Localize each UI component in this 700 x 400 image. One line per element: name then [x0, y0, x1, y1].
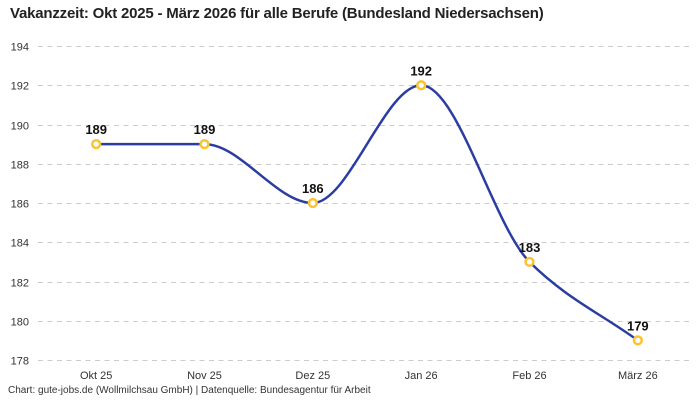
data-point-marker	[416, 80, 427, 91]
x-tick-label: Jan 26	[405, 370, 438, 382]
y-tick-label: 180	[11, 317, 29, 329]
data-point-marker	[307, 197, 318, 209]
data-point-marker	[91, 138, 102, 150]
y-tick-label: 178	[11, 356, 29, 368]
x-tick-label: Feb 26	[512, 370, 546, 382]
x-tick-label: März 26	[618, 370, 658, 382]
y-tick-label: 186	[11, 199, 29, 211]
x-tick-label: Dez 25	[295, 370, 330, 382]
y-tick-label: 190	[11, 121, 29, 133]
x-tick-label: Nov 25	[187, 370, 222, 382]
y-tick-label: 188	[11, 160, 29, 172]
x-tick-label: Okt 25	[80, 370, 112, 382]
trend-line	[94, 84, 640, 342]
data-point-label: 186	[302, 181, 324, 196]
source-attribution: Chart: gute-jobs.de (Wollmilchsau GmbH) …	[8, 385, 371, 396]
y-tick-label: 194	[11, 42, 29, 54]
data-point-marker	[632, 335, 643, 346]
y-tick-label: 184	[11, 238, 29, 250]
y-tick-label: 182	[11, 278, 29, 290]
data-point-marker	[199, 138, 210, 150]
data-point-label: 179	[627, 318, 649, 333]
data-point-label: 189	[194, 122, 216, 137]
y-tick-label: 192	[11, 81, 29, 93]
data-point-label: 192	[410, 63, 432, 78]
chart-title: Vakanzzeit: Okt 2025 - März 2026 für all…	[10, 5, 544, 22]
data-point-label: 183	[519, 240, 541, 255]
data-point-marker	[524, 256, 535, 268]
data-point-label: 189	[85, 122, 107, 137]
